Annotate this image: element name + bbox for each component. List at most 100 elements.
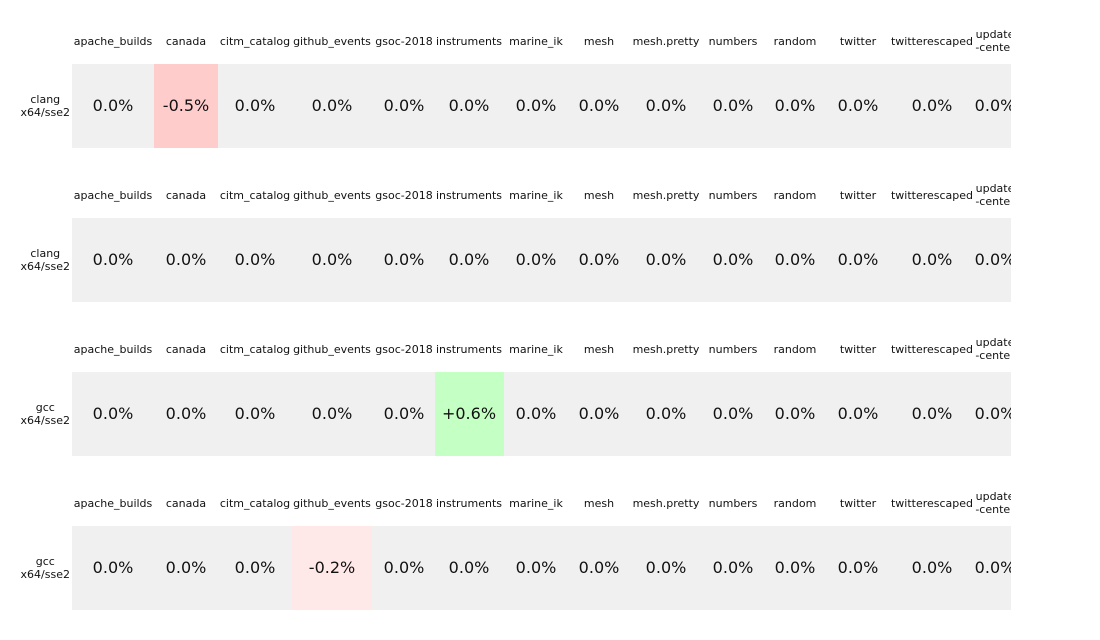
cell-value: 0.0% — [774, 96, 816, 115]
column-header: random — [773, 189, 817, 202]
cell-value: 0.0% — [578, 96, 620, 115]
column-header: canada — [165, 35, 207, 48]
row-label: gcc x64/sse2 — [21, 555, 70, 581]
column-header: instruments — [435, 497, 503, 510]
cell-value: 0.0% — [974, 250, 1016, 269]
highlight-cell — [292, 526, 372, 610]
column-header: numbers — [708, 497, 758, 510]
cell-value: 0.0% — [645, 96, 687, 115]
column-header: mesh — [583, 189, 615, 202]
column-header: instruments — [435, 35, 503, 48]
cell-value: 0.0% — [911, 558, 953, 577]
cell-value: 0.0% — [92, 558, 134, 577]
cell-value: 0.0% — [515, 96, 557, 115]
cell-value: 0.0% — [911, 404, 953, 423]
column-header: citm_catalog — [219, 35, 291, 48]
panel-right-mask — [1011, 342, 1100, 462]
column-header: github_events — [293, 497, 371, 510]
column-header: random — [773, 343, 817, 356]
column-header: citm_catalog — [219, 497, 291, 510]
row-label-line: clang — [30, 247, 61, 260]
cell-value: 0.0% — [837, 250, 879, 269]
column-header: random — [773, 497, 817, 510]
cell-value: 0.0% — [645, 558, 687, 577]
cell-value: 0.0% — [383, 250, 425, 269]
column-header: marine_ik — [509, 189, 563, 202]
cell-value: 0.0% — [774, 250, 816, 269]
column-header: twitterescaped — [890, 35, 974, 48]
cell-value: 0.0% — [712, 96, 754, 115]
column-header: gsoc-2018 — [375, 497, 433, 510]
column-header: update-center — [975, 336, 1015, 362]
column-header: twitterescaped — [890, 189, 974, 202]
column-header: mesh.pretty — [632, 497, 700, 510]
cell-value: 0.0% — [712, 558, 754, 577]
panel-right-mask — [1011, 34, 1100, 154]
cell-value: 0.0% — [92, 96, 134, 115]
column-header: update-center — [975, 182, 1015, 208]
cell-value: 0.0% — [165, 250, 207, 269]
column-header: github_events — [293, 35, 371, 48]
column-header: numbers — [708, 189, 758, 202]
column-header: instruments — [435, 343, 503, 356]
panel-right-mask — [1011, 188, 1100, 308]
cell-value: 0.0% — [515, 558, 557, 577]
cell-value: 0.0% — [974, 96, 1016, 115]
column-header: mesh.pretty — [632, 35, 700, 48]
cell-value: 0.0% — [448, 96, 490, 115]
highlight-cell — [154, 64, 218, 148]
column-header: gsoc-2018 — [375, 189, 433, 202]
cell-value: 0.0% — [92, 404, 134, 423]
column-header: numbers — [708, 343, 758, 356]
heatmap-row-background — [72, 526, 1011, 610]
highlight-cell — [435, 372, 504, 456]
cell-value: 0.0% — [515, 404, 557, 423]
column-header: mesh.pretty — [632, 343, 700, 356]
row-label-line: x64/sse2 — [20, 106, 70, 119]
column-header: numbers — [708, 35, 758, 48]
cell-value: 0.0% — [837, 558, 879, 577]
cell-value: 0.0% — [383, 96, 425, 115]
column-header: twitterescaped — [890, 497, 974, 510]
cell-value: 0.0% — [837, 404, 879, 423]
row-label-line: clang — [30, 93, 61, 106]
column-header: marine_ik — [509, 343, 563, 356]
cell-value: 0.0% — [911, 96, 953, 115]
row-label-line: gcc — [35, 555, 55, 568]
cell-value: 0.0% — [712, 404, 754, 423]
cell-value: 0.0% — [645, 404, 687, 423]
column-header: random — [773, 35, 817, 48]
column-header: marine_ik — [509, 35, 563, 48]
column-header: gsoc-2018 — [375, 343, 433, 356]
cell-value: 0.0% — [645, 250, 687, 269]
cell-value: 0.0% — [234, 96, 276, 115]
row-label-line: x64/sse2 — [20, 568, 70, 581]
row-label: gcc x64/sse2 — [21, 401, 70, 427]
column-header: mesh.pretty — [632, 189, 700, 202]
cell-value: 0.0% — [974, 404, 1016, 423]
column-header: twitter — [839, 189, 877, 202]
cell-value: 0.0% — [578, 250, 620, 269]
column-header: github_events — [293, 343, 371, 356]
cell-value: 0.0% — [974, 558, 1016, 577]
cell-value: 0.0% — [774, 558, 816, 577]
cell-value: 0.0% — [837, 96, 879, 115]
column-header: instruments — [435, 189, 503, 202]
column-header: mesh — [583, 343, 615, 356]
column-header: marine_ik — [509, 497, 563, 510]
column-header: twitter — [839, 343, 877, 356]
cell-value: 0.0% — [448, 558, 490, 577]
column-header: apache_builds — [73, 189, 153, 202]
cell-value: -0.5% — [162, 96, 210, 115]
heatmap-row-background — [72, 218, 1011, 302]
row-label-line: x64/sse2 — [20, 260, 70, 273]
column-header: github_events — [293, 189, 371, 202]
cell-value: -0.2% — [308, 558, 356, 577]
cell-value: 0.0% — [383, 404, 425, 423]
cell-value: 0.0% — [448, 250, 490, 269]
column-header: update-center — [975, 28, 1015, 54]
column-header: mesh — [583, 35, 615, 48]
cell-value: 0.0% — [311, 404, 353, 423]
row-label-line: gcc — [35, 401, 55, 414]
